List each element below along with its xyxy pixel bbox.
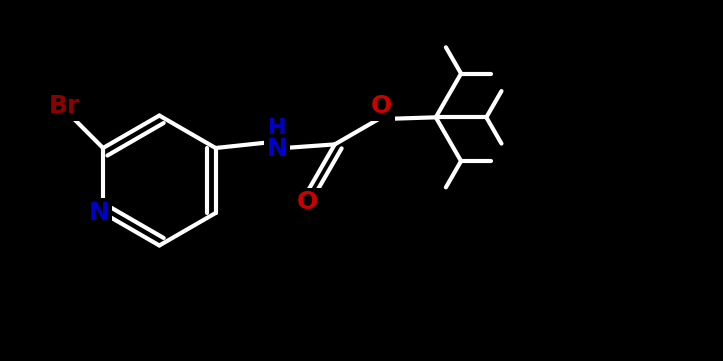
Text: H: H (268, 118, 286, 138)
Text: N: N (267, 138, 288, 161)
Text: O: O (297, 190, 318, 214)
Text: Br: Br (49, 94, 80, 118)
Text: O: O (371, 95, 393, 118)
Text: N: N (89, 201, 110, 225)
